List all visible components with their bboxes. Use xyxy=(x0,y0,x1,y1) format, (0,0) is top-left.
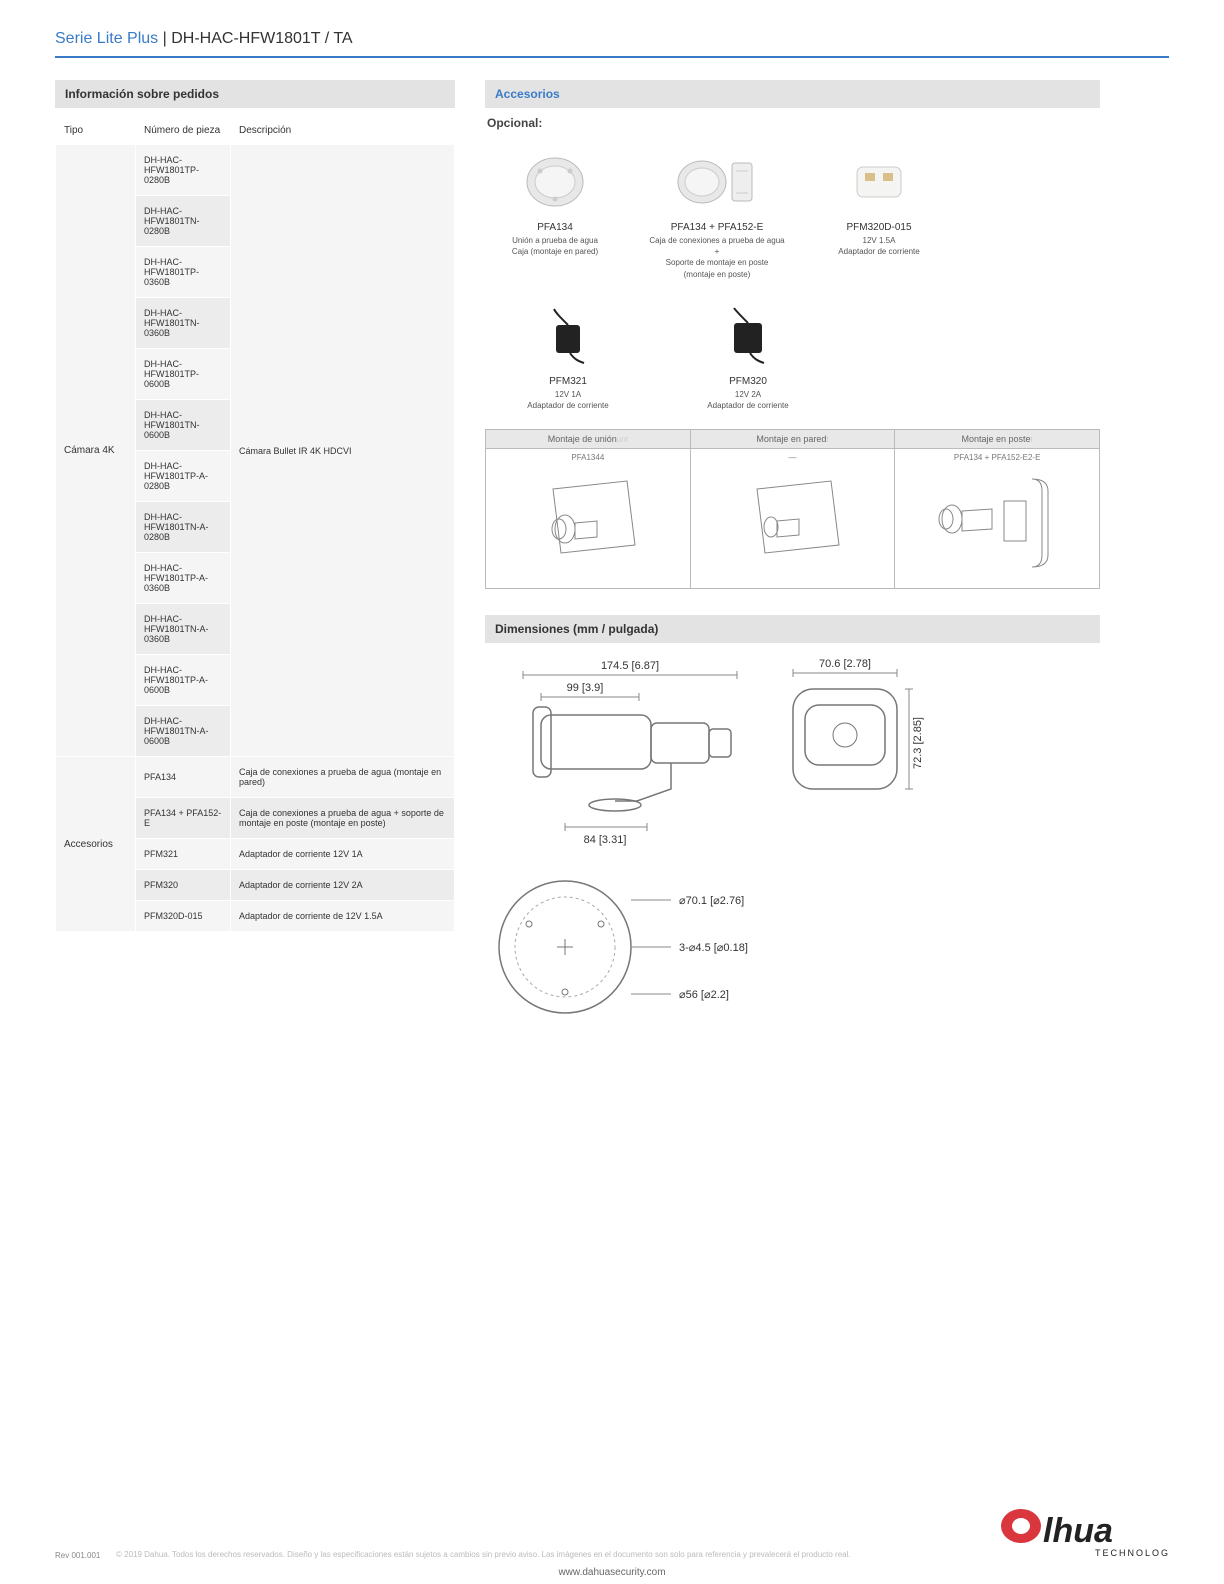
cell-part: PFM321 xyxy=(136,839,231,870)
model-label: DH-HAC-HFW1801T / TA xyxy=(171,30,352,47)
accessory-line: 12V 2A xyxy=(693,389,803,400)
mount-table: Montaje de uniónunt Montaje en paredt Mo… xyxy=(485,429,1100,589)
accessory-row: PFM321 12V 1A Adaptador de corriente PFM… xyxy=(485,298,1100,411)
accessory-name: PFM321 xyxy=(513,376,623,387)
svg-text:lhua: lhua xyxy=(1043,1512,1113,1550)
adapter-white-icon xyxy=(809,150,949,214)
cell-part: DH-HAC-HFW1801TP-A-0280B xyxy=(136,451,231,502)
page-footer: Rev 001.001 © 2019 Dahua. Todos los dere… xyxy=(55,1508,1169,1560)
left-column: Información sobre pedidos Tipo Número de… xyxy=(55,80,455,1035)
col-tipo: Tipo xyxy=(56,117,136,145)
svg-text:TECHNOLOGY: TECHNOLOGY xyxy=(1095,1548,1169,1558)
cell-part: DH-HAC-HFW1801TP-0280B xyxy=(136,145,231,196)
page-header: Serie Lite Plus | DH-HAC-HFW1801T / TA xyxy=(55,30,1169,48)
junction-pole-icon xyxy=(647,150,787,214)
svg-text:⌀70.1 [⌀2.76]: ⌀70.1 [⌀2.76] xyxy=(679,895,744,907)
cell-part: DH-HAC-HFW1801TP-A-0360B xyxy=(136,553,231,604)
cell-acc-type: Accesorios xyxy=(56,757,136,932)
svg-text:⌀56 [⌀2.2]: ⌀56 [⌀2.2] xyxy=(679,989,729,1001)
accessory-name: PFA134 + PFA152-E xyxy=(647,222,787,233)
accessory-line: Caja de conexiones a prueba de agua + xyxy=(647,235,787,257)
cell-part: DH-HAC-HFW1801TN-A-0280B xyxy=(136,502,231,553)
cell-part: PFA134 xyxy=(136,757,231,798)
accessory-line: Soporte de montaje en poste xyxy=(647,257,787,268)
mount-diagram-icon xyxy=(901,466,1093,576)
accessory-line: Adaptador de corriente xyxy=(809,246,949,257)
cell-part: DH-HAC-HFW1801TN-0360B xyxy=(136,298,231,349)
mount-col-3: Montaje en postet xyxy=(895,430,1100,449)
mount-cell: — xyxy=(690,449,895,589)
footer-url: www.dahuasecurity.com xyxy=(0,1567,1224,1578)
accessory-line: Unión a prueba de agua xyxy=(485,235,625,246)
mount-diagram-icon xyxy=(697,466,889,576)
cell-part: PFM320D-015 xyxy=(136,901,231,932)
adapter-black-icon xyxy=(693,304,803,368)
accessory-line: Adaptador de corriente xyxy=(513,400,623,411)
cell-part: PFM320 xyxy=(136,870,231,901)
dahua-logo: lhua TECHNOLOGY xyxy=(999,1508,1169,1560)
cell-part: DH-HAC-HFW1801TP-0360B xyxy=(136,247,231,298)
cell-desc: Caja de conexiones a prueba de agua + so… xyxy=(231,798,455,839)
accessory-item: PFA134 Unión a prueba de agua Caja (mont… xyxy=(485,144,625,280)
accessory-name: PFM320D-015 xyxy=(809,222,949,233)
dimensions-diagram: 174.5 [6.87] 99 [3.9] 84 [3.31] xyxy=(485,653,1100,856)
svg-text:72.3 [2.85]: 72.3 [2.85] xyxy=(912,717,924,769)
junction-box-icon xyxy=(485,150,625,214)
camera-front-view-icon: 70.6 [2.78] 72.3 [2.85] xyxy=(771,653,931,823)
cell-part: DH-HAC-HFW1801TN-A-0360B xyxy=(136,604,231,655)
accessory-line: 12V 1.5A xyxy=(809,235,949,246)
accessory-line: Caja (montaje en pared) xyxy=(485,246,625,257)
accessory-item: PFM320D-015 12V 1.5A Adaptador de corrie… xyxy=(809,144,949,280)
mount-diagram-icon xyxy=(492,466,684,576)
cell-desc: Caja de conexiones a prueba de agua (mon… xyxy=(231,757,455,798)
accessory-line: Adaptador de corriente xyxy=(693,400,803,411)
svg-text:99 [3.9]: 99 [3.9] xyxy=(567,682,604,694)
dimensions-heading: Dimensiones (mm / pulgada) xyxy=(485,615,1100,643)
accessory-row: PFA134 Unión a prueba de agua Caja (mont… xyxy=(485,144,1100,280)
cell-part: DH-HAC-HFW1801TN-A-0600B xyxy=(136,706,231,757)
cell-part: DH-HAC-HFW1801TN-0280B xyxy=(136,196,231,247)
cell-part: PFA134 + PFA152-E xyxy=(136,798,231,839)
header-separator: | xyxy=(158,30,171,47)
accessory-name: PFM320 xyxy=(693,376,803,387)
accessory-line: 12V 1A xyxy=(513,389,623,400)
svg-text:70.6 [2.78]: 70.6 [2.78] xyxy=(819,658,871,670)
col-desc: Descripción xyxy=(231,117,455,145)
accessory-line: (montaje en poste) xyxy=(647,269,787,280)
cell-desc: Adaptador de corriente 12V 1A xyxy=(231,839,455,870)
mount-cell: PFA134 + PFA152-E2-E xyxy=(895,449,1100,589)
copyright-text: © 2019 Dahua. Todos los derechos reserva… xyxy=(110,1550,999,1560)
cell-part: DH-HAC-HFW1801TN-0600B xyxy=(136,400,231,451)
mount-col-1: Montaje de uniónunt xyxy=(486,430,691,449)
right-column: Accesorios Opcional: PFA134 Unión a prue… xyxy=(485,80,1100,1035)
accessory-item: PFM321 12V 1A Adaptador de corriente xyxy=(513,298,623,411)
cell-camera-type: Cámara 4K xyxy=(56,145,136,757)
svg-text:174.5 [6.87]: 174.5 [6.87] xyxy=(601,660,659,672)
svg-text:3-⌀4.5 [⌀0.18]: 3-⌀4.5 [⌀0.18] xyxy=(679,942,748,954)
accessory-item: PFM320 12V 2A Adaptador de corriente xyxy=(693,298,803,411)
camera-side-view-icon: 174.5 [6.87] 99 [3.9] 84 [3.31] xyxy=(485,653,745,853)
svg-text:84 [3.31]: 84 [3.31] xyxy=(584,834,627,846)
accessories-heading: Accesorios xyxy=(485,80,1100,108)
cell-desc: Adaptador de corriente de 12V 1.5A xyxy=(231,901,455,932)
adapter-black-icon xyxy=(513,304,623,368)
baseplate-diagram: ⌀70.1 [⌀2.76] 3-⌀4.5 [⌀0.18] ⌀56 [⌀2.2] xyxy=(485,862,1100,1035)
optional-label: Opcional: xyxy=(487,116,1100,130)
mount-cell: PFA1344 xyxy=(486,449,691,589)
order-info-heading: Información sobre pedidos xyxy=(55,80,455,108)
col-numero: Número de pieza xyxy=(136,117,231,145)
cell-part: DH-HAC-HFW1801TP-0600B xyxy=(136,349,231,400)
series-label: Serie Lite Plus xyxy=(55,30,158,47)
header-rule xyxy=(55,56,1169,58)
mount-col-2: Montaje en paredt xyxy=(690,430,895,449)
cell-part: DH-HAC-HFW1801TP-A-0600B xyxy=(136,655,231,706)
accessory-name: PFA134 xyxy=(485,222,625,233)
accessory-item: PFA134 + PFA152-E Caja de conexiones a p… xyxy=(647,144,787,280)
cell-camera-desc: Cámara Bullet IR 4K HDCVI xyxy=(231,145,455,757)
cell-desc: Adaptador de corriente 12V 2A xyxy=(231,870,455,901)
order-table: Tipo Número de pieza Descripción Cámara … xyxy=(55,116,455,932)
revision-label: Rev 001.001 xyxy=(55,1551,110,1560)
